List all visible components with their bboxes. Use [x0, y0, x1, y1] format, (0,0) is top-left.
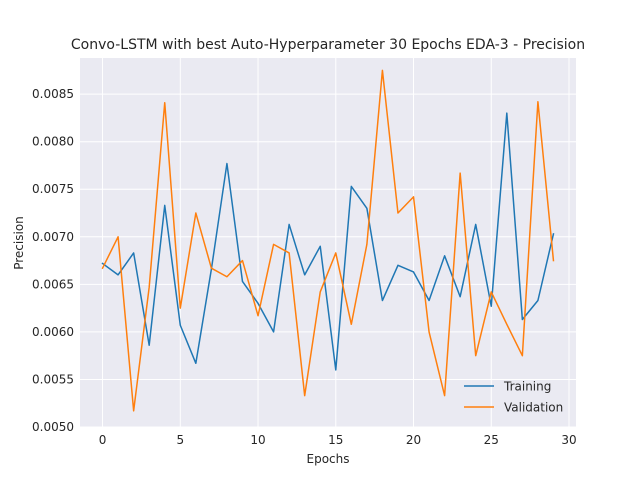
x-tick-label: 0: [99, 433, 107, 447]
y-tick-label: 0.0050: [32, 420, 74, 434]
y-tick-label: 0.0080: [32, 135, 74, 149]
x-tick-label: 5: [176, 433, 184, 447]
legend-label-validation: Validation: [504, 401, 563, 415]
y-tick-label: 0.0060: [32, 325, 74, 339]
x-tick-label: 25: [484, 433, 499, 447]
x-tick-label: 15: [328, 433, 343, 447]
grid-lines: [80, 58, 576, 428]
legend-label-training: Training: [503, 380, 551, 394]
x-axis-ticks: 0 5 10 15 20 25 30: [99, 433, 577, 447]
series-layer: [101, 69, 555, 412]
chart-title: Convo-LSTM with best Auto-Hyperparameter…: [71, 37, 585, 53]
y-axis-ticks: 0.0050 0.0055 0.0060 0.0065 0.0070 0.0075 0.00…: [32, 87, 74, 434]
series-line-validation: [101, 69, 555, 412]
legend: Training Validation: [464, 380, 563, 415]
x-tick-label: 20: [406, 433, 421, 447]
x-tick-label: 30: [561, 433, 576, 447]
x-axis-label: Epochs: [307, 452, 350, 466]
x-tick-label: 10: [250, 433, 265, 447]
y-tick-label: 0.0070: [32, 230, 74, 244]
y-tick-label: 0.0065: [32, 277, 74, 291]
series-line-training: [101, 112, 555, 371]
plot-area: [80, 58, 576, 427]
y-tick-label: 0.0085: [32, 87, 74, 101]
y-tick-label: 0.0075: [32, 182, 74, 196]
y-axis-label: Precision: [12, 216, 26, 270]
y-tick-label: 0.0055: [32, 372, 74, 386]
